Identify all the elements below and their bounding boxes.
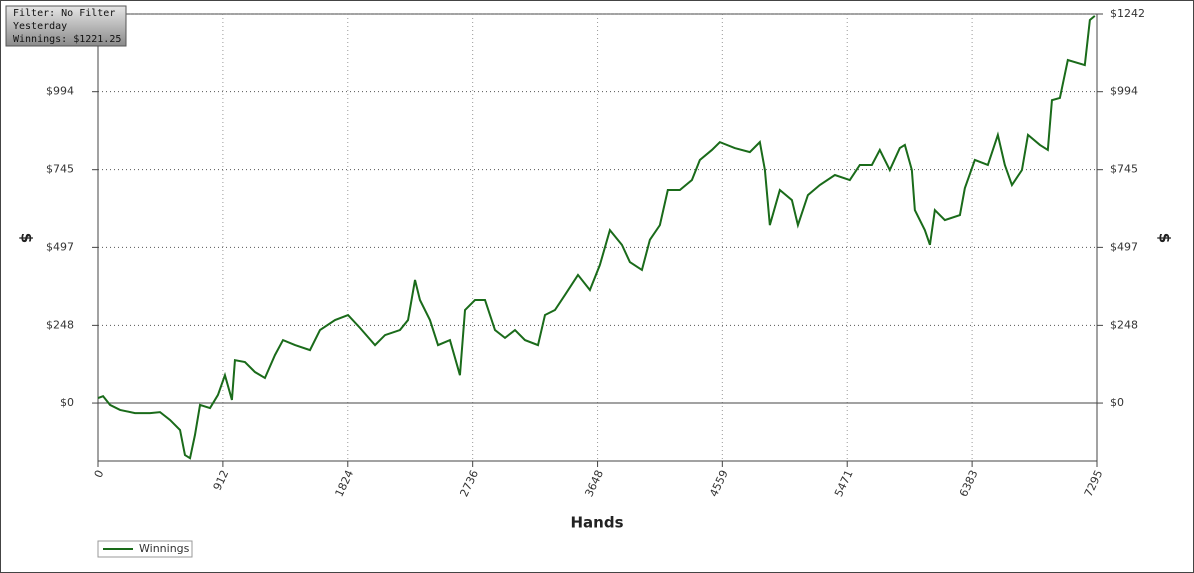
y2-axis-title: $	[1156, 233, 1174, 243]
y2-tick-label: $994	[1110, 85, 1138, 98]
info-filter: Filter: No Filter	[13, 8, 115, 19]
y2-tick-label: $745	[1110, 163, 1138, 176]
y2-tick-label: $0	[1110, 396, 1124, 409]
y-tick-label: $497	[46, 240, 74, 253]
y-tick-label: $248	[46, 318, 74, 331]
info-period: Yesterday	[13, 21, 67, 32]
y2-tick-label: $1242	[1110, 7, 1145, 20]
info-winnings: Winnings: $1221.25	[13, 34, 121, 45]
series-line	[97, 15, 1096, 460]
x-tick-label: 0	[92, 468, 107, 480]
y-tick-label: $745	[46, 163, 74, 176]
y-tick-label: $0	[60, 396, 74, 409]
y-axis-title: $	[18, 233, 36, 243]
y-tick-label: $994	[46, 85, 74, 98]
legend-label: Winnings	[139, 542, 190, 555]
info-box	[5, 5, 127, 47]
y2-tick-label: $497	[1110, 240, 1138, 253]
x-axis-title: Hands	[570, 514, 623, 532]
legend	[97, 540, 193, 558]
y2-tick-label: $248	[1110, 318, 1138, 331]
